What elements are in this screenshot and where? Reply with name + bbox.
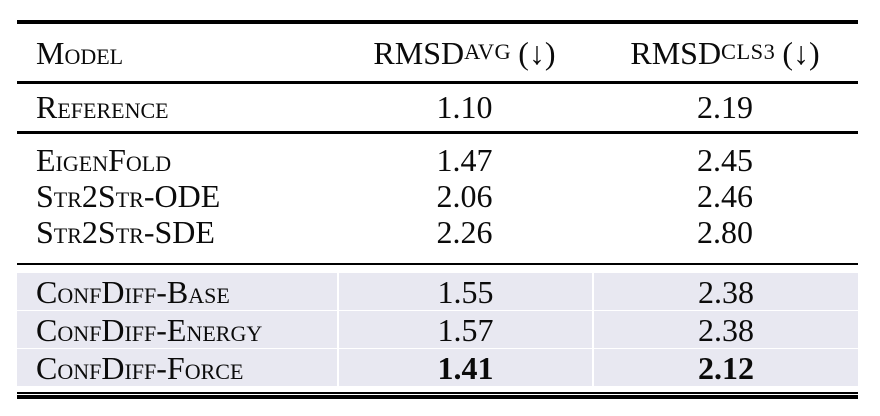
value-cell: 2.46 — [592, 178, 858, 214]
model-cell: ConfDiff-Energy — [17, 311, 337, 348]
value-cell: 2.80 — [592, 214, 858, 250]
results-table: Model RMSD AVG (↓) RMSD CLS3 (↓) Reference 1.… — [17, 20, 858, 399]
table-row: EigenFold 1.47 2.45 — [17, 142, 858, 178]
reference-rule — [17, 131, 858, 134]
table-row: ConfDiff-Base 1.55 2.38 — [17, 273, 858, 310]
metric-value: 1.10 — [436, 89, 493, 126]
metric-value: 2.45 — [697, 141, 753, 178]
rmsd-cls3-subscript: CLS3 — [721, 39, 776, 65]
value-cell: 2.06 — [337, 178, 592, 214]
metric-value: 2.19 — [697, 89, 753, 126]
model-cell: ConfDiff-Force — [17, 349, 337, 386]
value-cell: 2.12 — [592, 349, 858, 386]
value-cell: 2.38 — [592, 273, 858, 310]
section-confdiff-highlighted: ConfDiff-Base 1.55 2.38 ConfDiff-Energy 1.57… — [17, 273, 858, 386]
value-cell: 2.19 — [592, 84, 858, 132]
value-cell: 2.26 — [337, 214, 592, 250]
value-cell: 1.10 — [337, 84, 592, 132]
table-row: ConfDiff-Force 1.41 2.12 — [17, 349, 858, 386]
table-row: Str2Str-SDE 2.26 2.80 — [17, 214, 858, 250]
table-row: Reference 1.10 2.19 — [17, 84, 858, 132]
value-cell: 2.38 — [592, 311, 858, 348]
model-name: Str2Str-ODE — [36, 177, 221, 214]
metric-value: 1.47 — [436, 141, 493, 178]
rmsd-cls3-arrow: (↓) — [782, 34, 820, 71]
rmsd-cls3-main: RMSD — [630, 34, 722, 71]
metric-value: 2.12 — [698, 349, 754, 386]
value-cell: 1.47 — [337, 142, 592, 178]
model-name: ConfDiff-Energy — [36, 311, 263, 348]
metric-value: 1.57 — [437, 311, 494, 348]
model-name: EigenFold — [36, 141, 172, 178]
value-cell: 1.57 — [337, 311, 592, 348]
metric-value: 2.38 — [698, 311, 754, 348]
baselines-rule — [17, 262, 858, 265]
metric-value: 2.26 — [436, 213, 493, 250]
model-cell: Str2Str-ODE — [17, 178, 337, 214]
model-cell: ConfDiff-Base — [17, 273, 337, 310]
bottom-rule-thick-line — [17, 395, 858, 399]
metric-value: 2.46 — [697, 177, 753, 214]
rmsd-avg-arrow: (↓) — [518, 34, 556, 71]
table-row: Str2Str-ODE 2.06 2.46 — [17, 178, 858, 214]
rmsd-avg-subscript: AVG — [464, 39, 512, 65]
model-name: Reference — [36, 89, 169, 126]
value-cell: 1.41 — [337, 349, 592, 386]
table-row: ConfDiff-Energy 1.57 2.38 — [17, 311, 858, 348]
rmsd-avg-main: RMSD — [373, 34, 465, 71]
model-name: ConfDiff-Base — [36, 273, 230, 310]
metric-value: 2.06 — [436, 177, 493, 214]
model-name: ConfDiff-Force — [36, 349, 244, 386]
model-cell: Str2Str-SDE — [17, 214, 337, 250]
bottom-rule-gap — [17, 394, 858, 395]
header-rule — [17, 81, 858, 84]
bottom-rule-thin-line — [17, 392, 858, 394]
bottom-rule — [17, 392, 858, 399]
table-header-row: Model RMSD AVG (↓) RMSD CLS3 (↓) — [17, 24, 858, 81]
column-header-rmsd-avg: RMSD AVG (↓) — [337, 24, 592, 81]
value-cell: 1.55 — [337, 273, 592, 310]
section-reference: Reference 1.10 2.19 — [17, 84, 858, 132]
column-header-model-label: Model — [36, 34, 124, 71]
top-rule — [17, 20, 858, 24]
metric-value: 2.80 — [697, 213, 753, 250]
model-cell: Reference — [17, 84, 337, 132]
column-header-rmsd-cls3: RMSD CLS3 (↓) — [592, 24, 858, 81]
metric-value: 2.38 — [698, 273, 754, 310]
model-name: Str2Str-SDE — [36, 213, 215, 250]
column-header-model: Model — [17, 24, 337, 81]
model-cell: EigenFold — [17, 142, 337, 178]
value-cell: 2.45 — [592, 142, 858, 178]
metric-value: 1.55 — [437, 273, 494, 310]
metric-value: 1.41 — [437, 349, 494, 386]
section-baselines: EigenFold 1.47 2.45 Str2Str-ODE 2.06 2.46 Str2… — [17, 134, 858, 263]
